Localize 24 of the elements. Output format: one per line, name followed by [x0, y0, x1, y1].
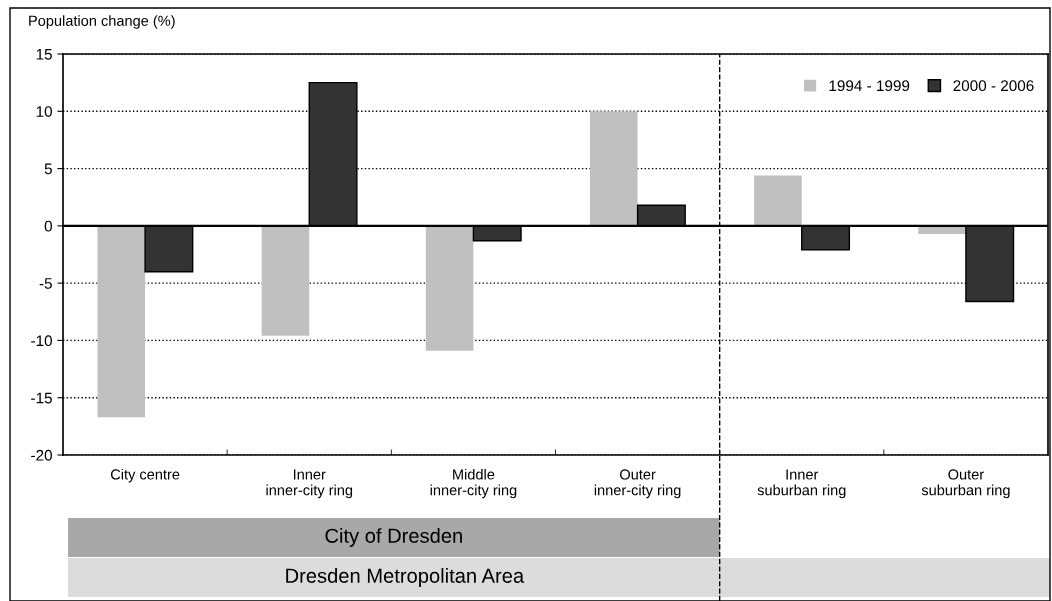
x-tick-label: Inner inner-city ring — [266, 469, 353, 499]
x-tick-label: Outer inner-city ring — [594, 469, 681, 499]
y-tick-label: -10 — [31, 335, 52, 347]
x-tick-label: City centre — [110, 468, 180, 483]
bar — [97, 225, 146, 418]
y-tick-label: -15 — [31, 392, 52, 404]
y-tick-label: 15 — [36, 49, 52, 60]
x-tick-label: Inner suburban ring — [757, 469, 846, 499]
legend-label: 2000 - 2006 — [953, 80, 1034, 92]
legend-label: 1994 - 1999 — [829, 80, 910, 92]
y-tick-label: -5 — [39, 278, 52, 289]
bar — [589, 111, 638, 226]
y-tick-label: 0 — [44, 220, 52, 232]
bar — [425, 225, 474, 351]
x-tick-label: Middle inner-city ring — [430, 468, 517, 499]
x-tick-label: Outer suburban ring — [921, 469, 1010, 499]
text: Dresden Metropolitan Area — [286, 568, 525, 587]
y-tick-label: -20 — [31, 449, 52, 461]
y-axis-title: Population change (%) — [29, 15, 175, 29]
text: City of Dresden — [325, 528, 462, 547]
bar — [754, 175, 802, 226]
y-tick-label: 5 — [44, 163, 52, 175]
y-tick-label: 10 — [36, 106, 52, 117]
bar — [261, 225, 310, 336]
